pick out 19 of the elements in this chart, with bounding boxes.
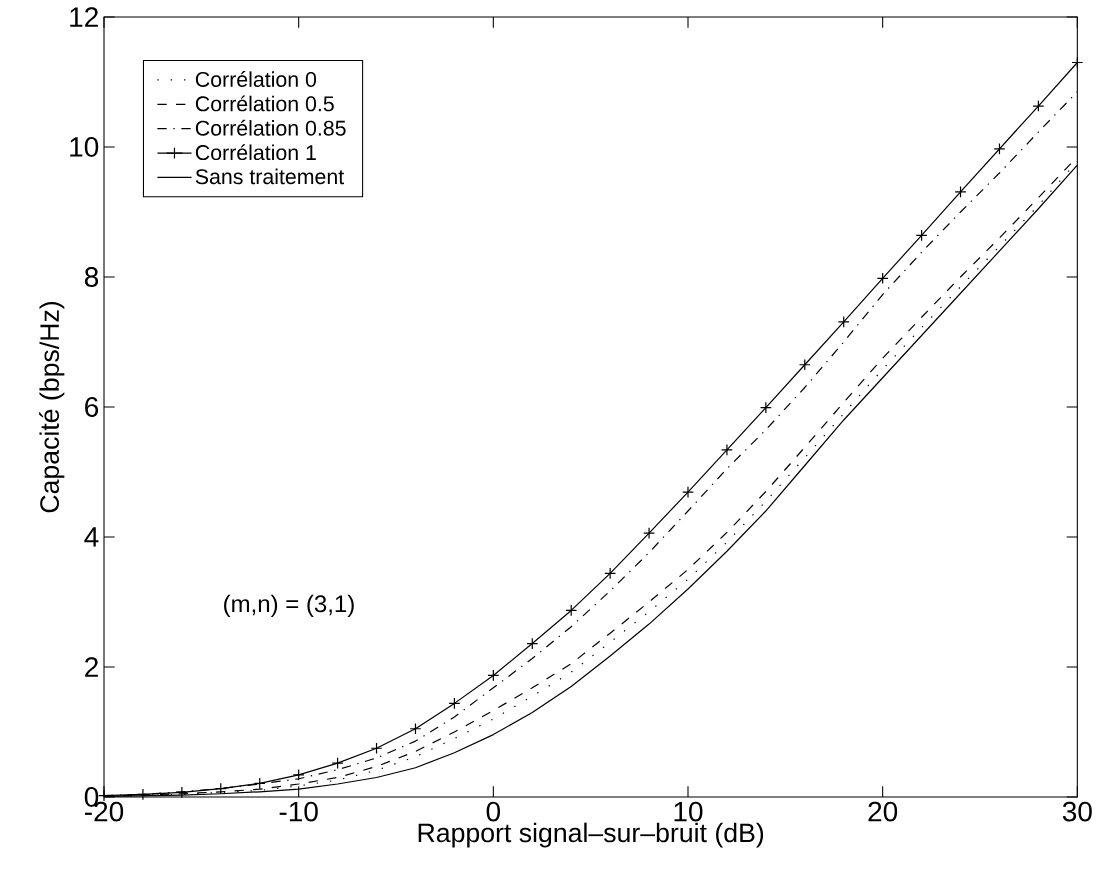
annotation: (m,n) = (3,1) bbox=[224, 594, 354, 618]
legend-label: Corrélation 1 bbox=[195, 144, 316, 161]
legend-label: Corrélation 0.85 bbox=[195, 119, 346, 136]
legend-label: Corrélation 0 bbox=[195, 71, 317, 87]
y-tick-label: 10 bbox=[70, 137, 99, 157]
y-tick-label: 12 bbox=[70, 7, 98, 27]
x-tick-label: 0 bbox=[486, 801, 501, 822]
legend-label: Sans traitement bbox=[195, 168, 345, 185]
x-tick-label: -10 bbox=[279, 801, 318, 822]
x-tick-label: 20 bbox=[868, 801, 898, 822]
x-axis-title: Rapport signal–sur–bruit (dB) bbox=[418, 822, 764, 848]
y-tick-label: 6 bbox=[85, 397, 99, 417]
x-tick-label: 10 bbox=[674, 801, 703, 822]
y-tick-label: 4 bbox=[84, 527, 99, 547]
y-tick-label: 2 bbox=[85, 657, 98, 677]
x-tick-label: 30 bbox=[1062, 801, 1092, 822]
legend-label: Corrélation 0.5 bbox=[195, 95, 334, 112]
y-tick-label: 8 bbox=[84, 267, 99, 287]
y-axis-title: Capacité (bps/Hz) bbox=[39, 301, 65, 513]
